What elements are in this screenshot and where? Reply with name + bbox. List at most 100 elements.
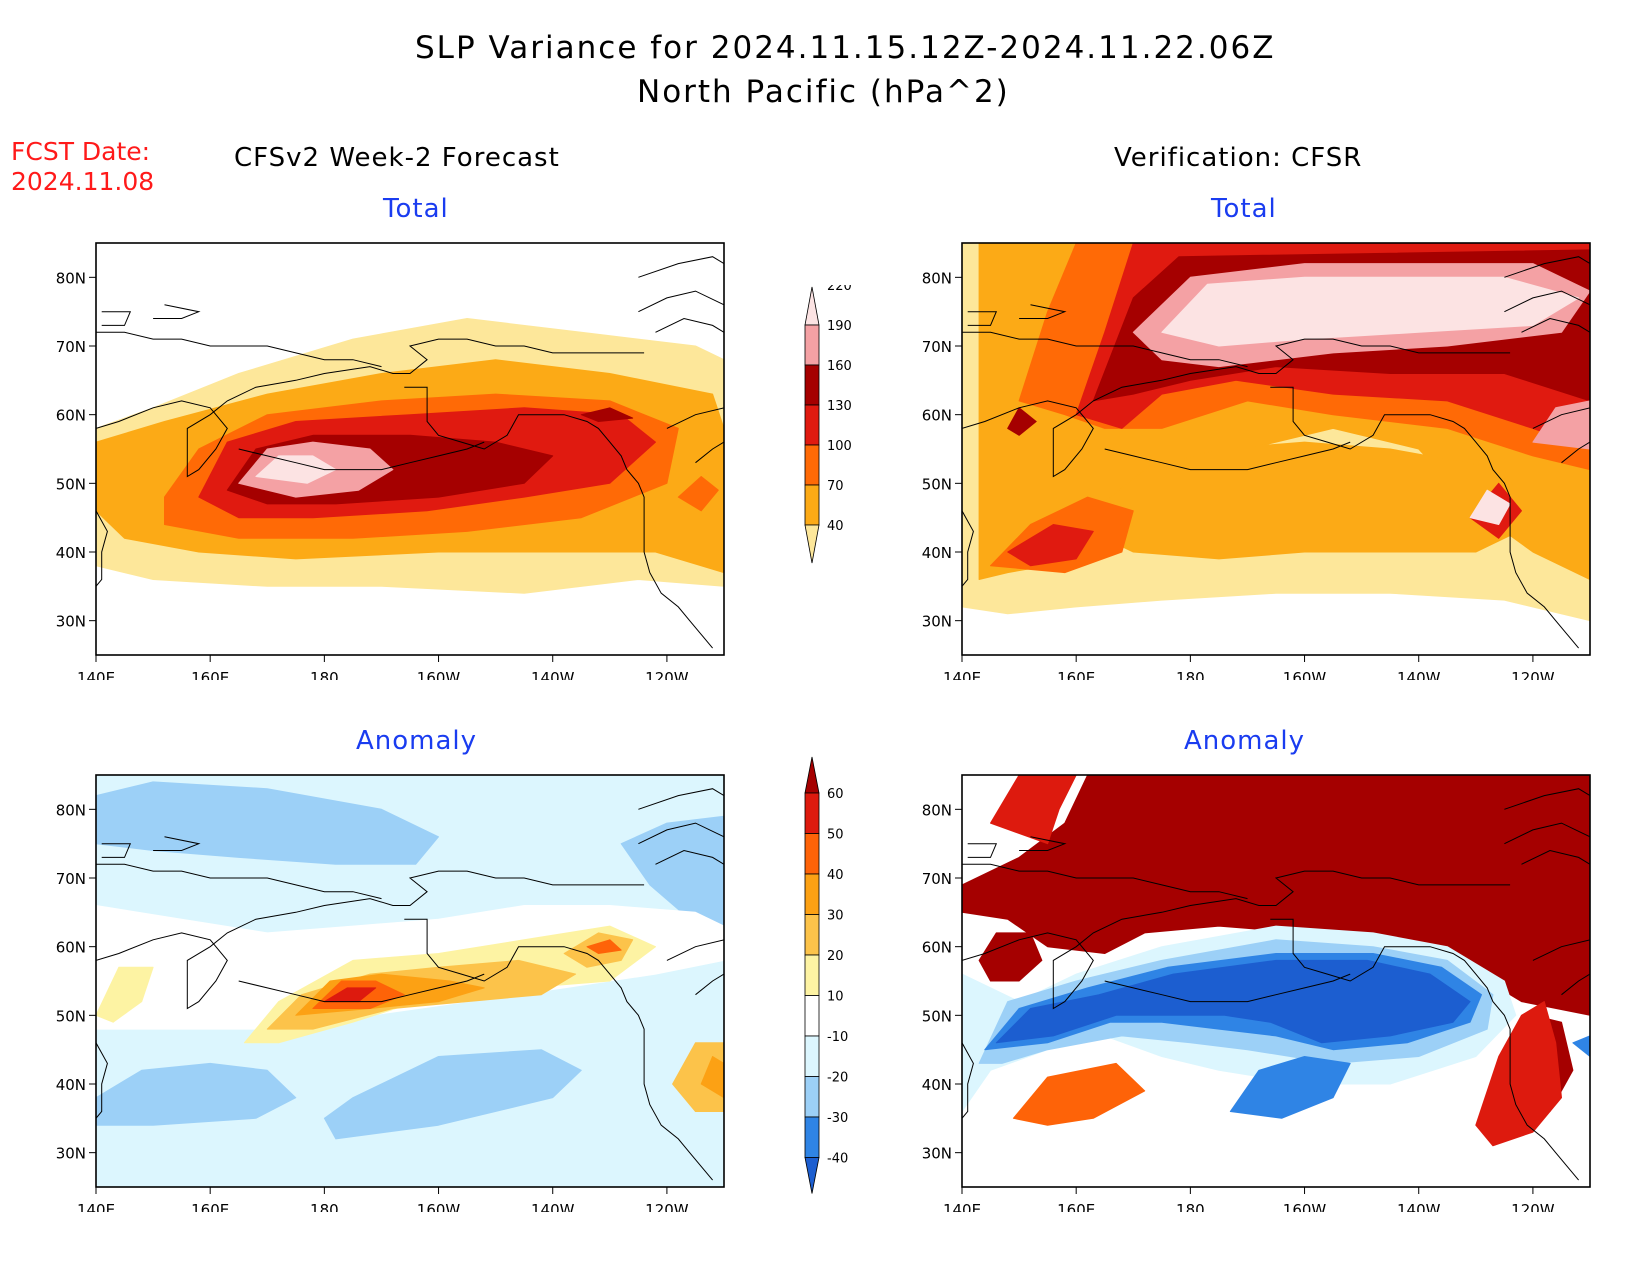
colorbar-swatch: [804, 404, 820, 446]
forecast-total-subtitle: Total: [383, 194, 449, 224]
colorbar-level-label: 60: [827, 787, 844, 802]
contour-region: [620, 815, 724, 927]
coastline: [1521, 317, 1590, 333]
coastline: [238, 441, 485, 471]
coastline: [96, 510, 108, 587]
lat-tick-label: 30N: [56, 1145, 86, 1163]
lat-tick-label: 60N: [922, 407, 952, 425]
colorbar-swatch: [804, 792, 820, 834]
coastline: [962, 1042, 974, 1119]
coastline: [962, 510, 974, 587]
coastline: [695, 441, 724, 464]
lat-tick-label: 80N: [56, 801, 86, 819]
lon-tick-label: 140E: [943, 1201, 981, 1212]
colorbar-swatch: [804, 484, 820, 526]
contour-region: [255, 455, 337, 484]
coastline: [96, 331, 382, 368]
verification-anomaly-subtitle: Anomaly: [1184, 726, 1306, 756]
contour-region: [700, 1056, 724, 1099]
coastline: [967, 311, 998, 326]
colorbar-level-label: 70: [827, 479, 844, 494]
lon-tick-label: 140E: [77, 1201, 115, 1212]
contour-region: [323, 1049, 582, 1140]
coastline: [962, 338, 1511, 478]
lat-tick-label: 60N: [922, 939, 952, 957]
contour-region: [96, 781, 439, 865]
colorbar-swatch: [804, 324, 820, 366]
verification-anomaly-map: 140E 160E 180 160W 140W 120W 80N 70N 60N 50N 40N 30…: [922, 774, 1591, 1212]
lon-tick-label: 140W: [1397, 669, 1441, 680]
colorbar-bottom-triangle: [804, 524, 820, 564]
contour-region: [1007, 407, 1037, 436]
lon-tick-label: 140W: [531, 669, 575, 680]
lon-tick-label: 140E: [77, 669, 115, 680]
coastline: [1504, 290, 1590, 313]
forecast-total-map: 140E 160E 180 160W 140W 120W 80N 70N 60N 50N 40N 30…: [56, 242, 725, 680]
verification-total-map: 140E 160E 180 160W 140W 120W 80N 70N 60N 50N 40N 30…: [922, 242, 1591, 680]
lat-tick-label: 80N: [922, 269, 952, 287]
contour-region: [96, 1062, 297, 1126]
contour-region: [1075, 441, 1534, 560]
colorbar-swatch: [804, 833, 820, 875]
colorbar-swatch: [804, 1076, 820, 1118]
coastline: [695, 973, 724, 996]
coastline: [1270, 918, 1579, 1181]
coastline: [1561, 973, 1590, 996]
coastline: [238, 973, 485, 1003]
coastline: [655, 849, 724, 865]
contour-region: [1161, 276, 1580, 347]
map-frame: [961, 774, 1591, 1188]
lat-tick-label: 50N: [56, 475, 86, 493]
contour-region: [1572, 1035, 1590, 1057]
coastline: [404, 918, 713, 1181]
coastline: [1521, 849, 1590, 865]
lat-tick-label: 70N: [56, 338, 86, 356]
verification-column-title: Verification: CFSR: [1114, 143, 1363, 173]
lat-tick-label: 50N: [922, 475, 952, 493]
map-frame: [95, 774, 725, 1188]
coastline: [1504, 788, 1590, 810]
colorbar-top-triangle: [804, 756, 820, 794]
colorbar-swatch: [804, 873, 820, 915]
colorbar-level-label: 190: [827, 319, 852, 334]
total-colorbar: 40 70 100 130 160 190 220: [804, 285, 852, 564]
contour-region: [96, 966, 154, 1023]
colorbar-level-label: 100: [827, 439, 852, 454]
contour-region: [1475, 1001, 1562, 1147]
lat-tick-label: 30N: [922, 613, 952, 631]
lon-tick-label: 180: [310, 1201, 339, 1212]
lat-tick-label: 50N: [56, 1007, 86, 1025]
lon-tick-label: 180: [1176, 669, 1205, 680]
lat-tick-label: 40N: [922, 1076, 952, 1094]
lon-tick-label: 140W: [531, 1201, 575, 1212]
lat-tick-label: 70N: [922, 338, 952, 356]
main-title: SLP Variance for 2024.11.15.12Z-2024.11.…: [415, 30, 1276, 66]
colorbar-level-label: -10: [827, 1030, 848, 1045]
coastline: [638, 822, 724, 845]
colorbar-level-label: 130: [827, 399, 852, 414]
contour-region: [1229, 1056, 1351, 1119]
lon-tick-label: 120W: [1511, 1201, 1555, 1212]
coastline: [96, 863, 382, 900]
coastline: [638, 256, 724, 278]
lat-tick-label: 40N: [922, 544, 952, 562]
colorbar-swatch: [804, 364, 820, 406]
lon-tick-label: 160W: [417, 1201, 461, 1212]
lat-tick-label: 80N: [56, 269, 86, 287]
contour-region: [1012, 1062, 1146, 1126]
colorbar-level-label: 10: [827, 990, 844, 1005]
colorbar-level-label: 20: [827, 949, 844, 964]
colorbar-swatch: [804, 954, 820, 996]
lon-tick-label: 120W: [1511, 669, 1555, 680]
coastline: [1504, 256, 1590, 278]
contour-region: [1007, 524, 1094, 567]
coastline: [153, 836, 201, 851]
coastline: [666, 407, 724, 429]
lat-tick-label: 40N: [56, 544, 86, 562]
forecast-anomaly-subtitle: Anomaly: [356, 726, 478, 756]
coastline: [1019, 304, 1067, 319]
lat-tick-label: 60N: [56, 939, 86, 957]
contour-region: [1532, 400, 1590, 450]
lat-tick-label: 30N: [922, 1145, 952, 1163]
coastline: [1532, 407, 1590, 429]
